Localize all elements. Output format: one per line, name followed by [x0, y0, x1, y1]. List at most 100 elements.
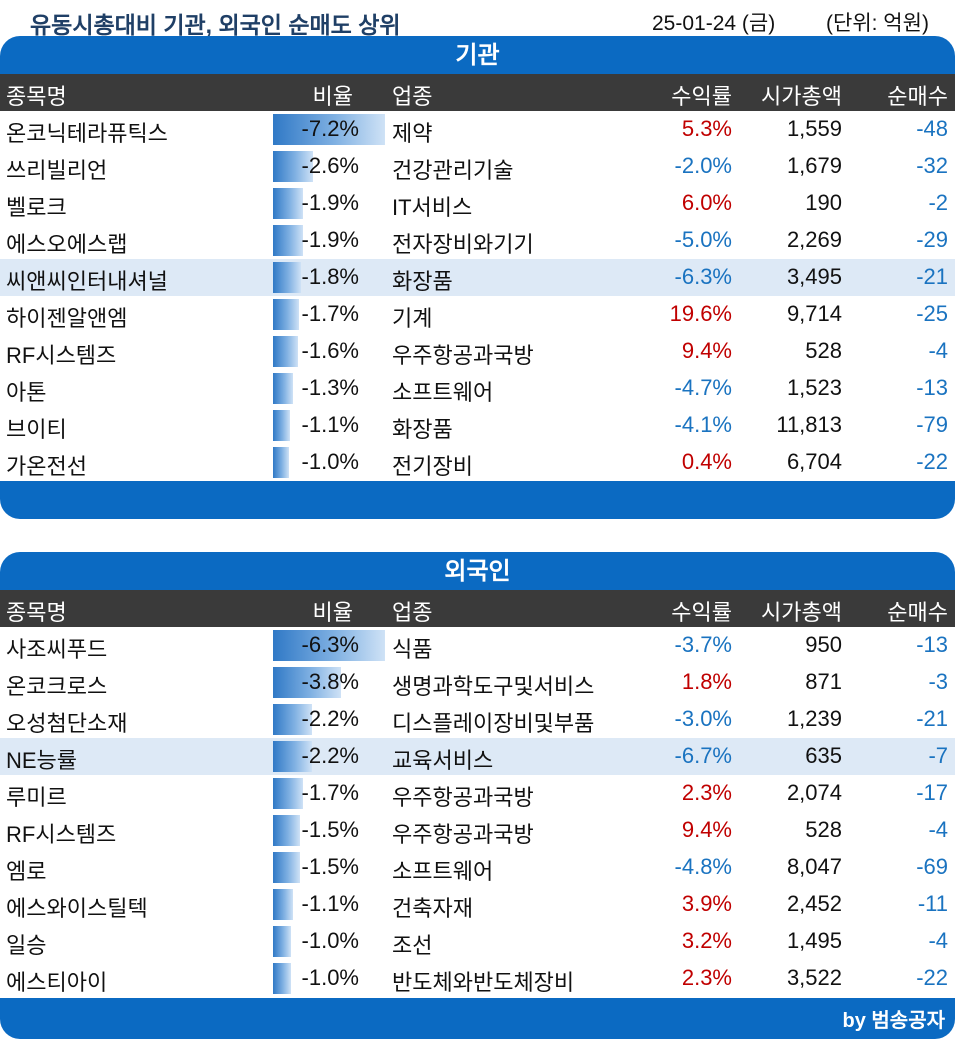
market-cap: 2,074: [786, 780, 842, 805]
ratio-value: -2.6%: [301, 153, 359, 178]
ratio-bar: [273, 667, 341, 698]
table-row: 쓰리빌리언 -2.6% 건강관리기술 -2.0% 1,679 -32: [0, 148, 955, 185]
col-sector-header: 업종: [392, 84, 433, 109]
ratio-bar: [273, 741, 312, 772]
ratio-value: -2.2%: [301, 706, 359, 731]
stock-name: 하이젠알앤엠: [6, 306, 128, 331]
stock-name: 일승: [6, 933, 47, 958]
ratio-bar: [273, 815, 300, 846]
return-value: 9.4%: [681, 338, 732, 363]
market-cap: 190: [805, 190, 842, 215]
section-footer: by 범송공자: [0, 998, 955, 1039]
col-cap-header: 시가총액: [761, 84, 842, 109]
net-buy: -13: [916, 632, 948, 657]
sector-name: 생명과학도구및서비스: [392, 674, 595, 699]
table-row: 에스티아이 -1.0% 반도체와반도체장비 2.3% 3,522 -22: [0, 960, 955, 997]
market-cap: 11,813: [776, 412, 842, 437]
market-cap: 1,239: [786, 706, 842, 731]
table-row: 아톤 -1.3% 소프트웨어 -4.7% 1,523 -13: [0, 370, 955, 407]
ratio-value: -7.2%: [301, 116, 359, 141]
table-row: 하이젠알앤엠 -1.7% 기계 19.6% 9,714 -25: [0, 296, 955, 333]
return-value: 3.2%: [681, 928, 732, 953]
col-ratio-header: 비율: [312, 600, 353, 625]
table-row: 에스와이스틸텍 -1.1% 건축자재 3.9% 2,452 -11: [0, 886, 955, 923]
return-value: 9.4%: [681, 817, 732, 842]
sector-name: 건강관리기술: [392, 158, 514, 183]
net-buy: -29: [916, 227, 948, 252]
stock-name: 가온전선: [6, 454, 87, 479]
market-cap: 950: [805, 632, 842, 657]
net-buy: -69: [916, 854, 948, 879]
net-buy: -4: [928, 817, 948, 842]
section-footer: [0, 481, 955, 519]
net-buy: -2: [928, 190, 948, 215]
ratio-bar: [273, 447, 289, 478]
table-row: 온코크로스 -3.8% 생명과학도구및서비스 1.8% 871 -3: [0, 664, 955, 701]
ratio-bar: [273, 299, 299, 330]
report-date: 25-01-24 (금): [652, 12, 776, 35]
stock-name: 사조씨푸드: [6, 637, 108, 662]
stock-name: RF시스템즈: [6, 343, 117, 368]
net-buy: -25: [916, 301, 948, 326]
return-value: -4.7%: [674, 375, 732, 400]
sector-name: 건축자재: [392, 896, 473, 921]
ratio-bar: [273, 704, 312, 735]
market-cap: 528: [805, 817, 842, 842]
ratio-bar: [273, 963, 291, 994]
ratio-value: -1.9%: [301, 227, 359, 252]
section-title: 외국인: [0, 552, 955, 592]
net-buy: -3: [928, 669, 948, 694]
net-buy: -17: [916, 780, 948, 805]
table-row: 씨앤씨인터내셔널 -1.8% 화장품 -6.3% 3,495 -21: [0, 259, 955, 296]
sector-name: 디스플레이장비및부품: [392, 711, 595, 736]
ratio-value: -1.8%: [301, 264, 359, 289]
ratio-value: -1.0%: [301, 965, 359, 990]
market-cap: 871: [805, 669, 842, 694]
net-buy: -11: [917, 891, 948, 916]
table-row: 사조씨푸드 -6.3% 식품 -3.7% 950 -13: [0, 627, 955, 664]
ratio-value: -1.9%: [301, 190, 359, 215]
ratio-bar: [273, 151, 313, 182]
market-cap: 2,452: [786, 891, 842, 916]
stock-name: RF시스템즈: [6, 822, 117, 847]
stock-name: 에스오에스랩: [6, 232, 128, 257]
market-cap: 2,269: [786, 227, 842, 252]
return-value: 0.4%: [681, 449, 732, 474]
table-row: 엠로 -1.5% 소프트웨어 -4.8% 8,047 -69: [0, 849, 955, 886]
sector-name: 기계: [392, 306, 433, 331]
col-name-header: 종목명: [6, 600, 67, 625]
sector-name: 소프트웨어: [392, 859, 494, 884]
sector-name: 교육서비스: [392, 748, 494, 773]
sector-name: 전자장비와기기: [392, 232, 534, 257]
ratio-value: -1.7%: [301, 780, 359, 805]
market-cap: 635: [805, 743, 842, 768]
net-buy: -4: [928, 928, 948, 953]
sector-name: 소프트웨어: [392, 380, 494, 405]
ratio-value: -1.3%: [301, 375, 359, 400]
market-cap: 1,679: [786, 153, 842, 178]
ratio-value: -2.2%: [301, 743, 359, 768]
institution-section: 기관 종목명 비율 업종 수익률 시가총액 순매수 온코닉테라퓨틱스 -7.2% 제…: [0, 36, 955, 520]
stock-name: 씨앤씨인터내셔널: [6, 269, 168, 294]
sector-name: 전기장비: [392, 454, 473, 479]
table-row: 일승 -1.0% 조선 3.2% 1,495 -4: [0, 923, 955, 960]
return-value: -3.7%: [674, 632, 732, 657]
return-value: -3.0%: [674, 706, 732, 731]
ratio-bar: [273, 262, 301, 293]
return-value: -4.1%: [674, 412, 732, 437]
ratio-bar: [273, 114, 385, 145]
section-title: 기관: [0, 36, 955, 76]
return-value: -4.8%: [674, 854, 732, 879]
col-name-header: 종목명: [6, 84, 67, 109]
net-buy: -22: [916, 965, 948, 990]
market-cap: 3,495: [786, 264, 842, 289]
sector-name: IT서비스: [392, 195, 473, 220]
net-buy: -79: [916, 412, 948, 437]
ratio-value: -1.6%: [301, 338, 359, 363]
market-cap: 6,704: [786, 449, 842, 474]
return-value: -6.7%: [674, 743, 732, 768]
stock-name: 아톤: [6, 380, 47, 405]
ratio-value: -6.3%: [301, 632, 359, 657]
stock-name: 에스와이스틸텍: [6, 896, 148, 921]
market-cap: 1,495: [786, 928, 842, 953]
